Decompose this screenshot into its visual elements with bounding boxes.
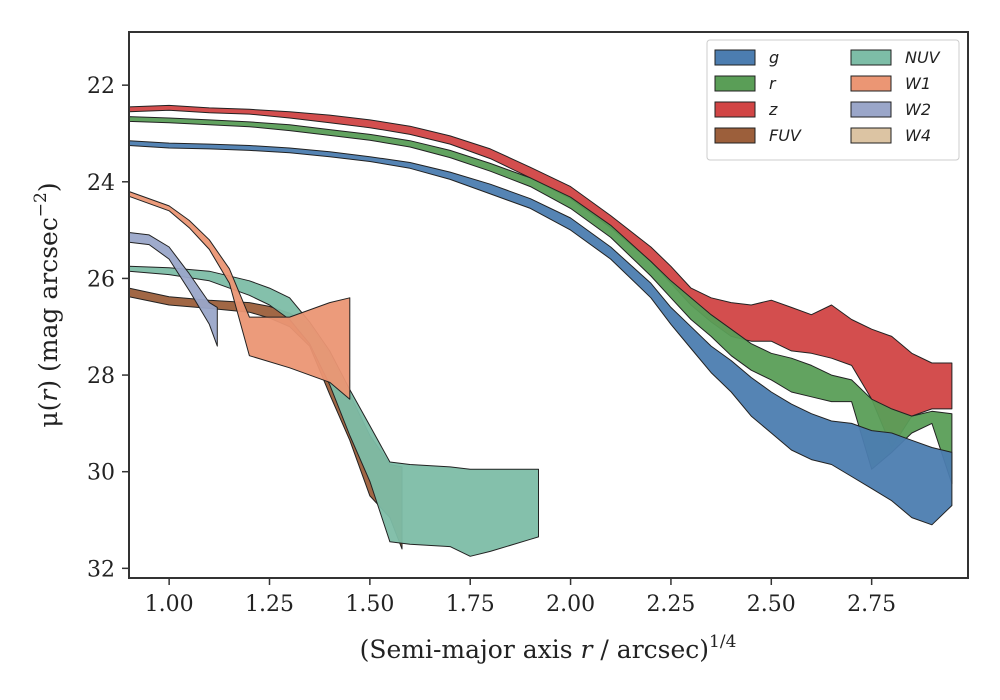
legend-label-z: z [768,100,778,119]
legend-label-w4: W4 [905,126,931,145]
legend-swatch-w4 [850,127,892,144]
y-tick-label: 22 [87,74,115,99]
x-axis-label: (Semi-major axis r / arcsec)1/4 [360,632,737,664]
legend-swatch-fuv [714,127,756,144]
band-z [128,104,953,448]
legend-swatch-nuv [850,49,892,66]
x-tick-label: 2.25 [646,592,695,617]
legend-label-g: g [769,48,779,67]
legend-label-w1: W1 [905,74,931,93]
legend-swatch-w2 [850,101,892,118]
y-tick-label: 28 [87,364,115,389]
axes-layer: 1.00 1.25 1.50 1.75 2.00 2.25 2.50 2.75 22 24 26 28… [87,31,969,617]
band-w2 [128,232,218,347]
x-tick-label: 1.25 [245,592,294,617]
x-tick-label: 1.00 [145,592,194,617]
legend-label-fuv: FUV [769,126,802,145]
legend: grz FUV NUV W1 W2 W4 [706,39,960,161]
plot-frame [128,31,969,579]
legend-label-r: r [769,74,777,93]
y-tick-label: 24 [87,171,115,196]
y-axis-label: μ(r) (mag arcsec−2) [31,182,63,427]
band-w1 [128,191,351,400]
x-tick-label: 2.50 [747,592,796,617]
x-tick-label: 2.75 [847,592,896,617]
legend-label-w2: W2 [905,100,931,119]
legend-swatch-w1 [850,75,892,92]
legend-swatch-z [714,101,756,118]
band-g [128,140,953,526]
y-tick-label: 32 [87,557,115,582]
legend-box [706,39,960,161]
x-tick-label: 2.00 [546,592,595,617]
bands-layer [128,104,953,557]
x-tick-label: 1.50 [345,592,394,617]
y-tick-label: 26 [87,267,115,292]
legend-swatch-r [714,75,756,92]
y-tick-label: 30 [87,461,115,486]
legend-swatch-g [714,49,756,66]
x-tick-label: 1.75 [446,592,495,617]
legend-label-nuv: NUV [905,48,941,67]
